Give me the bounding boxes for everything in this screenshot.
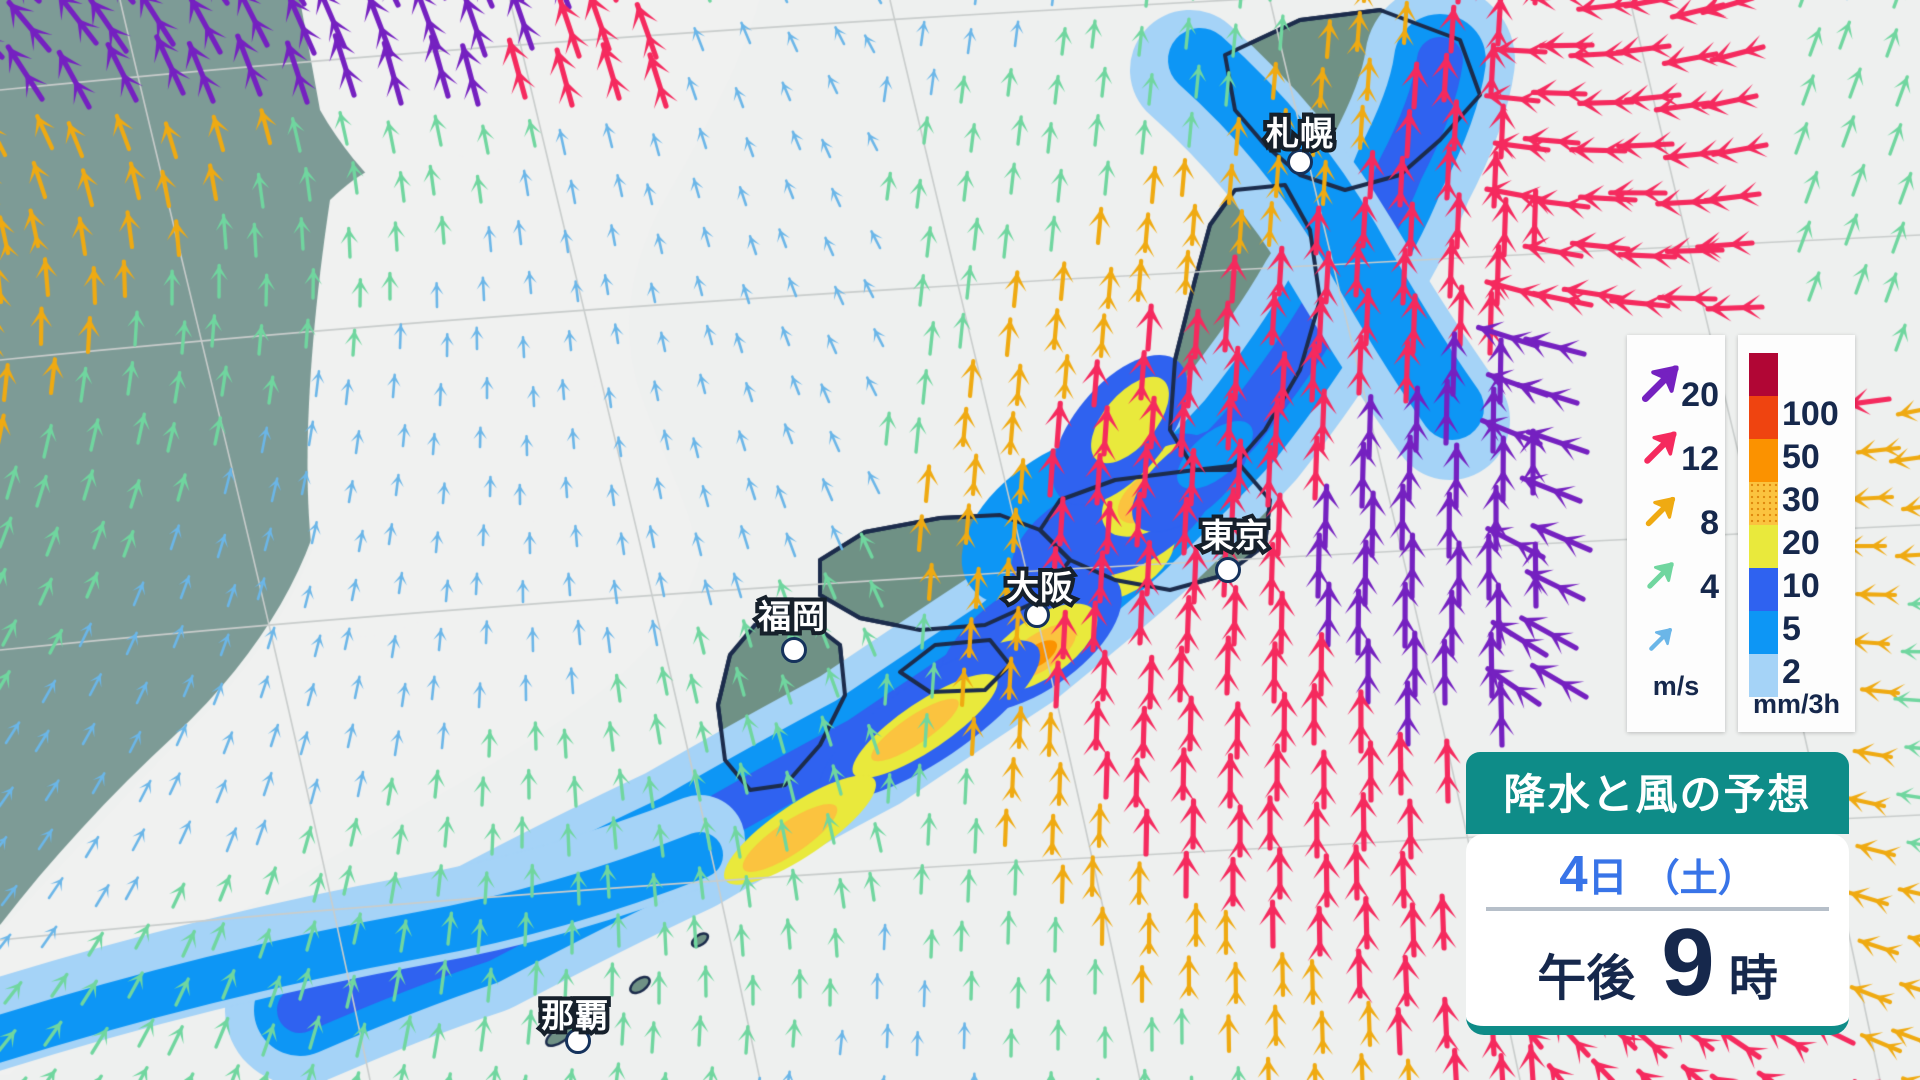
rainfall-legend: 100 50 30 20 10 5 2 mm/3h bbox=[1738, 335, 1855, 732]
wind-legend-row: 8 bbox=[1627, 477, 1725, 542]
wind-legend-row: 20 bbox=[1627, 349, 1725, 414]
date-number: 4 bbox=[1559, 845, 1588, 902]
rain-legend-value: 50 bbox=[1782, 438, 1820, 476]
forecast-title-panel: 降水と風の予想 4日 （土） 午後 9 時 bbox=[1466, 752, 1849, 1035]
rain-legend-swatch bbox=[1749, 611, 1778, 654]
wind-speed-legend: 20 12 8 4 m/s bbox=[1627, 335, 1725, 732]
rain-legend-value: 2 bbox=[1782, 653, 1801, 691]
wind-legend-row: 12 bbox=[1627, 413, 1725, 478]
rain-legend-value: 10 bbox=[1782, 567, 1820, 605]
city-label-text: 大阪 bbox=[1006, 569, 1074, 606]
wind-legend-value: 4 bbox=[1700, 568, 1719, 606]
wind-legend-value: 12 bbox=[1681, 440, 1719, 478]
rain-legend-value: 20 bbox=[1782, 524, 1820, 562]
rain-legend-swatch bbox=[1749, 568, 1778, 611]
rain-legend-value: 5 bbox=[1782, 610, 1801, 648]
wind-legend-unit: m/s bbox=[1652, 671, 1700, 701]
rain-legend-swatch bbox=[1749, 654, 1778, 697]
forecast-time: 午後 9 時 bbox=[1484, 909, 1831, 1016]
city-label-text: 札幌 bbox=[1266, 115, 1334, 152]
city-marker-dot bbox=[565, 1028, 591, 1054]
wind-legend-row: 4 bbox=[1627, 541, 1725, 606]
wind-arrow-icon bbox=[1647, 562, 1674, 589]
city-label-text: 那覇 bbox=[541, 997, 609, 1034]
city-marker-dot bbox=[781, 637, 807, 663]
rainfall-color-bar bbox=[1749, 353, 1778, 697]
city-marker-dot bbox=[1024, 602, 1050, 628]
city-marker-dot bbox=[1215, 557, 1241, 583]
time-ampm: 午後 bbox=[1537, 952, 1636, 1006]
wind-arrow-icon bbox=[1644, 431, 1677, 464]
rain-legend-swatch bbox=[1749, 482, 1778, 525]
wind-arrow-icon bbox=[1649, 628, 1672, 651]
time-hour-unit: 時 bbox=[1728, 952, 1778, 1006]
city-label-text: 福岡 bbox=[758, 598, 826, 635]
rain-legend-swatch bbox=[1749, 525, 1778, 568]
rain-legend-unit: mm/3h bbox=[1752, 689, 1841, 719]
rain-legend-swatch bbox=[1749, 396, 1778, 439]
date-unit: 日 bbox=[1587, 856, 1628, 900]
wind-legend-row bbox=[1627, 605, 1725, 669]
forecast-title: 降水と風の予想 bbox=[1466, 752, 1849, 834]
time-hour: 9 bbox=[1661, 909, 1715, 1016]
rain-legend-swatch bbox=[1749, 439, 1778, 482]
city-label-outline: 東京 bbox=[1197, 513, 1272, 558]
city-label-outline: 札幌 bbox=[1262, 111, 1337, 156]
forecast-datetime-card: 4日 （土） 午後 9 時 bbox=[1466, 834, 1849, 1035]
rain-legend-value: 30 bbox=[1782, 481, 1820, 519]
wind-arrow-icon bbox=[1641, 365, 1679, 403]
city-label-text: 東京 bbox=[1201, 517, 1269, 554]
wind-legend-value: 8 bbox=[1700, 504, 1719, 542]
city-label-outline: 福岡 bbox=[754, 594, 829, 639]
city-label-outline: 大阪 bbox=[1002, 565, 1077, 610]
date-divider bbox=[1486, 907, 1829, 911]
day-of-week: （土） bbox=[1641, 858, 1756, 900]
wind-arrow-icon bbox=[1645, 496, 1676, 527]
city-marker-dot bbox=[1287, 149, 1313, 175]
wind-legend-value: 20 bbox=[1681, 376, 1719, 414]
rain-legend-swatch bbox=[1749, 353, 1778, 396]
forecast-date: 4日 （土） bbox=[1484, 844, 1831, 903]
rain-legend-value: 100 bbox=[1782, 395, 1839, 433]
city-label-outline: 那覇 bbox=[537, 993, 612, 1038]
